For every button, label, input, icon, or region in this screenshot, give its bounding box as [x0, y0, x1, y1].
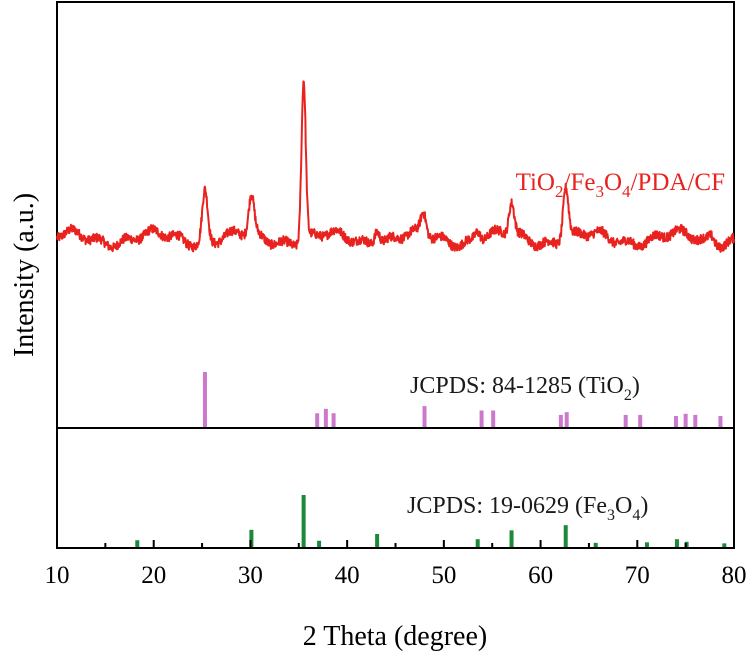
fe3o4-reference-label: JCPDS: 19-0629 (Fe3O4) — [407, 493, 648, 524]
tio2-reference-line — [202, 372, 207, 427]
fe3o4-reference-line — [593, 542, 598, 547]
fe3o4-reference-line — [375, 534, 380, 547]
tio2-reference-lines — [202, 372, 723, 427]
x-tick-label: 30 — [238, 562, 263, 589]
y-axis-title: Intensity (a.u.) — [9, 193, 40, 357]
tio2-reference-line — [623, 414, 628, 427]
tio2-reference-line — [673, 416, 678, 427]
tio2-reference-line — [323, 408, 328, 427]
tio2-reference-line — [558, 414, 563, 427]
x-tick-label: 20 — [141, 562, 166, 589]
x-tick-label: 50 — [431, 562, 456, 589]
x-tick-label: 10 — [45, 562, 70, 589]
tio2-reference-line — [718, 416, 723, 427]
fe3o4-reference-line — [135, 540, 140, 547]
fe3o4-reference-line — [301, 495, 306, 547]
tio2-reference-line — [564, 412, 569, 427]
tio2-reference-line — [331, 413, 336, 427]
fe3o4-reference-line — [509, 530, 514, 547]
x-tick-label: 70 — [625, 562, 650, 589]
fe3o4-reference-line — [475, 539, 480, 547]
sample-pattern — [56, 80, 735, 253]
fe3o4-reference-line — [249, 529, 254, 547]
tio2-reference-line — [638, 414, 643, 427]
fe3o4-reference-line — [563, 525, 568, 547]
sample-series-label: TiO2/Fe3O4/PDA/CF — [516, 169, 725, 201]
x-tick-label: 80 — [722, 562, 747, 589]
tio2-reference-line — [479, 410, 484, 427]
x-axis-ticks — [56, 540, 735, 548]
x-tick-label: 40 — [335, 562, 360, 589]
fe3o4-reference-line — [317, 540, 322, 547]
fe3o4-reference-line — [722, 543, 727, 547]
x-axis-title: 2 Theta (degree) — [303, 621, 488, 652]
tio2-reference-line — [422, 406, 427, 427]
sample-pattern-line — [56, 80, 735, 253]
fe3o4-reference-line — [644, 542, 649, 547]
x-axis-tick-labels: 10 20 30 40 50 60 70 80 — [45, 562, 747, 589]
tio2-reference-line — [491, 410, 496, 427]
tio2-reference-line — [683, 413, 688, 427]
fe3o4-reference-line — [674, 539, 679, 547]
x-tick-label: 60 — [528, 562, 553, 589]
tio2-reference-label: JCPDS: 84-1285 (TiO2) — [410, 373, 640, 404]
plot-frame — [56, 1, 735, 549]
tio2-reference-line — [315, 413, 320, 427]
tio2-reference-line — [693, 414, 698, 427]
